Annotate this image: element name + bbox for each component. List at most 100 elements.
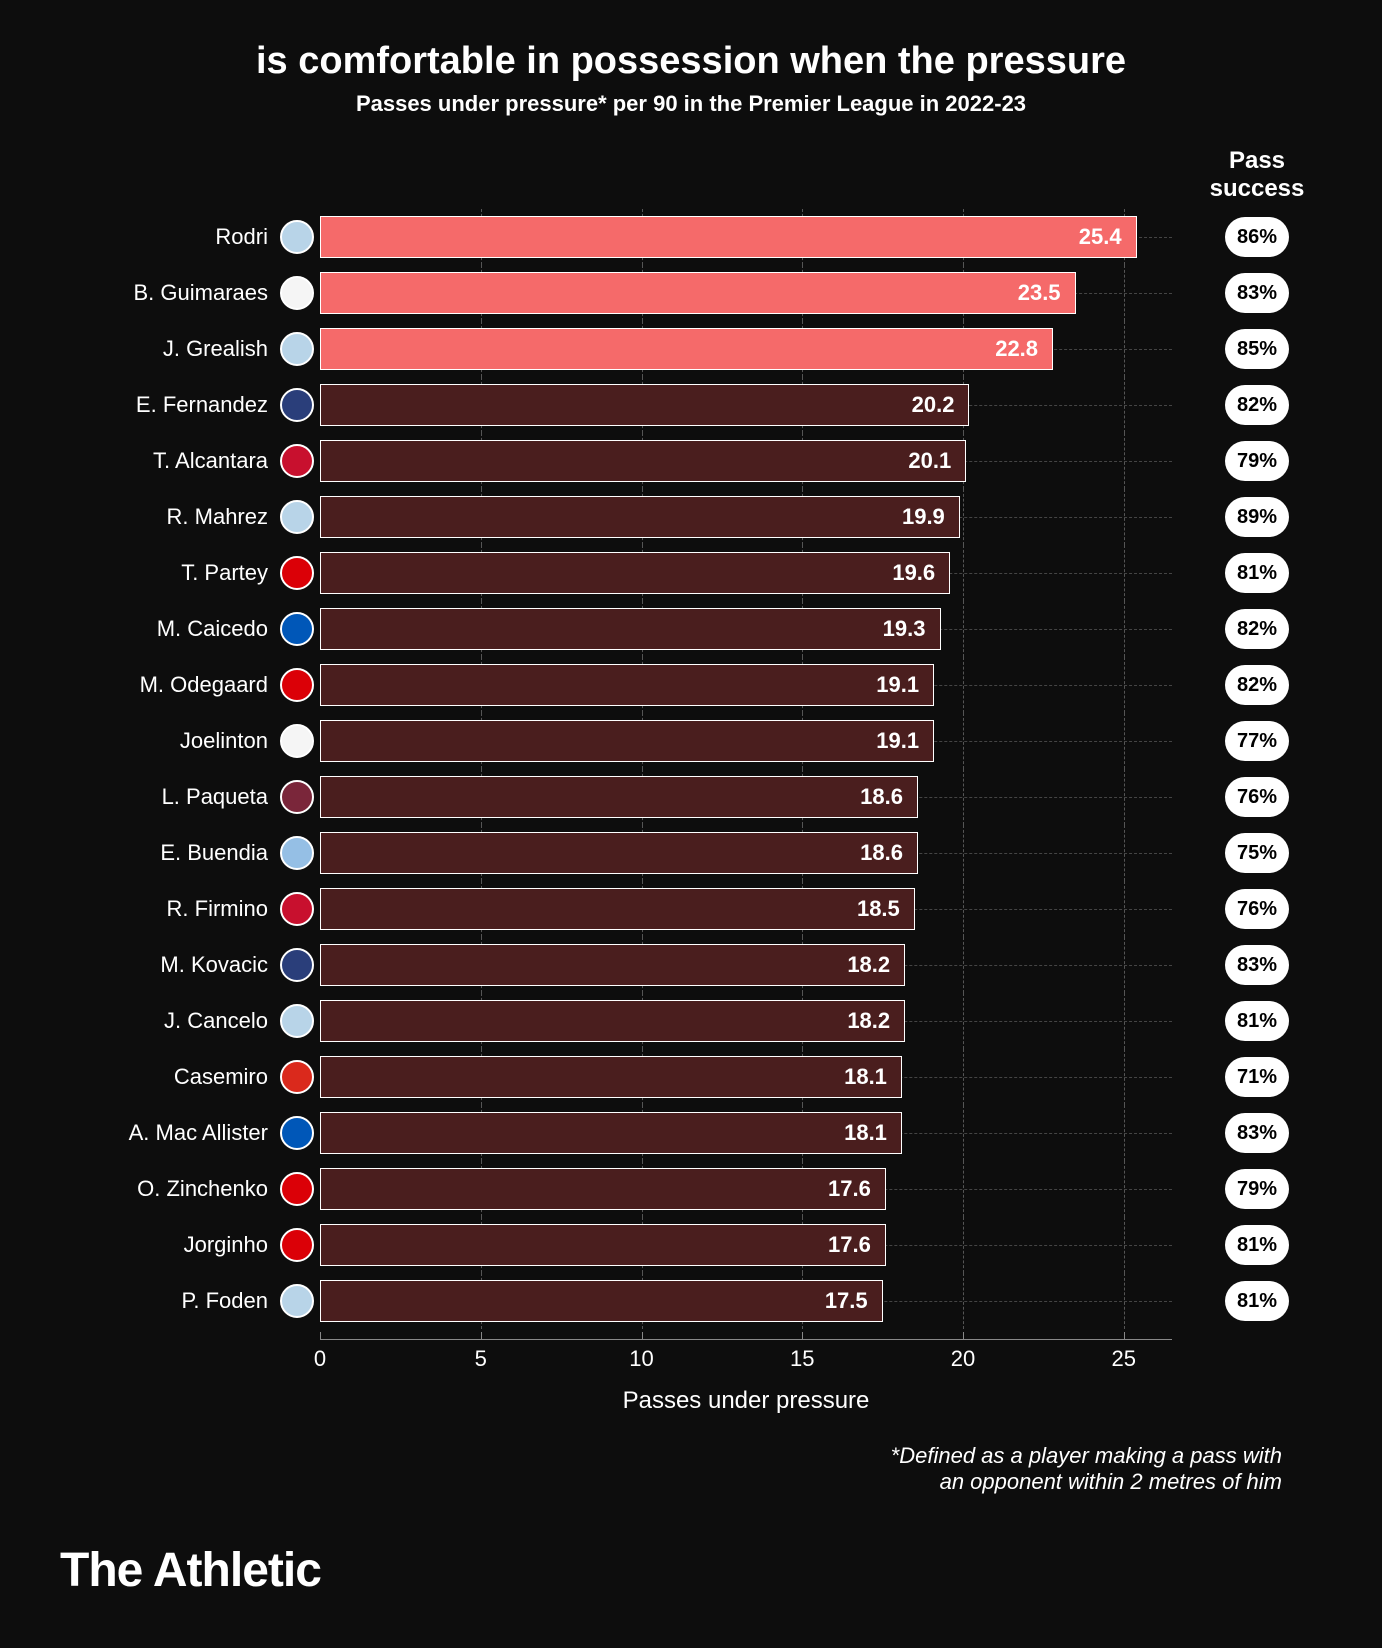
team-badge-icon [280, 1116, 314, 1150]
player-name: M. Caicedo [60, 616, 280, 642]
bar: 18.2 [320, 1000, 905, 1042]
bar-wrap: 17.6 [320, 1168, 1172, 1210]
bar-wrap: 20.2 [320, 384, 1172, 426]
bar: 17.6 [320, 1168, 886, 1210]
player-row: L. Paqueta18.676% [60, 769, 1322, 825]
pass-success-value: 86% [1225, 217, 1289, 257]
bar-wrap: 19.3 [320, 608, 1172, 650]
bar: 20.1 [320, 440, 966, 482]
player-name: Jorginho [60, 1232, 280, 1258]
player-row: R. Mahrez 19.9 89% [60, 489, 1322, 545]
team-badge-icon [280, 948, 314, 982]
player-row: R. Firmino 18.5 76% [60, 881, 1322, 937]
bar-wrap: 20.1 [320, 440, 1172, 482]
player-row: A. Mac Allister18.183% [60, 1105, 1322, 1161]
player-name: E. Fernandez [60, 392, 280, 418]
team-badge-icon [280, 1228, 314, 1262]
player-name: M. Kovacic [60, 952, 280, 978]
bar: 19.1 [320, 664, 934, 706]
bar-wrap: 18.1 [320, 1056, 1172, 1098]
player-name: R. Firmino [60, 896, 280, 922]
pass-success-value: 76% [1225, 777, 1289, 817]
chart-subtitle: Passes under pressure* per 90 in the Pre… [60, 91, 1322, 117]
team-badge-icon [280, 276, 314, 310]
bar: 25.4 [320, 216, 1137, 258]
x-tick: 25 [1112, 1346, 1136, 1372]
bar-wrap: 18.5 [320, 888, 1172, 930]
player-name: E. Buendia [60, 840, 280, 866]
bar: 19.3 [320, 608, 941, 650]
pass-success-value: 75% [1225, 833, 1289, 873]
bar-wrap: 18.2 [320, 944, 1172, 986]
pass-success-value: 83% [1225, 273, 1289, 313]
player-name: B. Guimaraes [60, 280, 280, 306]
bar-wrap: 19.9 [320, 496, 1172, 538]
bar: 17.6 [320, 1224, 886, 1266]
brand-logo: The Athletic [60, 1543, 1322, 1598]
pass-success-value: 81% [1225, 1001, 1289, 1041]
pass-success-value: 81% [1225, 1225, 1289, 1265]
team-badge-icon [280, 780, 314, 814]
team-badge-icon [280, 1060, 314, 1094]
team-badge-icon [280, 556, 314, 590]
bar: 18.1 [320, 1112, 902, 1154]
pass-success-value: 82% [1225, 609, 1289, 649]
bar-wrap: 18.2 [320, 1000, 1172, 1042]
footnote: *Defined as a player making a pass with … [60, 1443, 1322, 1495]
bar: 18.5 [320, 888, 915, 930]
bar-wrap: 18.6 [320, 832, 1172, 874]
bar: 20.2 [320, 384, 969, 426]
player-row: Jorginho 17.6 81% [60, 1217, 1322, 1273]
player-name: T. Partey [60, 560, 280, 586]
player-name: R. Mahrez [60, 504, 280, 530]
team-badge-icon [280, 1284, 314, 1318]
x-axis-label: Passes under pressure [320, 1387, 1172, 1415]
player-row: T. Partey19.681% [60, 545, 1322, 601]
bar: 22.8 [320, 328, 1053, 370]
team-badge-icon [280, 668, 314, 702]
bar-wrap: 17.6 [320, 1224, 1172, 1266]
team-badge-icon [280, 836, 314, 870]
bar: 18.1 [320, 1056, 902, 1098]
pass-success-value: 85% [1225, 329, 1289, 369]
player-row: E. Buendia 18.6 75% [60, 825, 1322, 881]
player-row: E. Fernandez20.282% [60, 377, 1322, 433]
bar-wrap: 19.1 [320, 720, 1172, 762]
x-axis: 0510152025 [60, 1339, 1322, 1369]
player-name: A. Mac Allister [60, 1120, 280, 1146]
team-badge-icon [280, 612, 314, 646]
team-badge-icon [280, 892, 314, 926]
bar: 17.5 [320, 1280, 883, 1322]
pass-success-value: 89% [1225, 497, 1289, 537]
pass-success-value: 76% [1225, 889, 1289, 929]
bar-wrap: 19.1 [320, 664, 1172, 706]
player-row: P. Foden17.581% [60, 1273, 1322, 1329]
chart-rows: Rodri25.486%B. Guimaraes23.583%J. Greali… [60, 209, 1322, 1329]
team-badge-icon [280, 724, 314, 758]
player-row: M. Odegaard19.182% [60, 657, 1322, 713]
player-name: M. Odegaard [60, 672, 280, 698]
x-tick: 10 [629, 1346, 653, 1372]
header-row: Pass success [60, 147, 1322, 203]
chart-title: is comfortable in possession when the pr… [60, 40, 1322, 83]
pass-success-value: 79% [1225, 441, 1289, 481]
player-row: Rodri25.486% [60, 209, 1322, 265]
pass-success-value: 77% [1225, 721, 1289, 761]
bar-wrap: 19.6 [320, 552, 1172, 594]
player-row: J. Cancelo18.281% [60, 993, 1322, 1049]
bar-wrap: 18.6 [320, 776, 1172, 818]
team-badge-icon [280, 220, 314, 254]
pass-success-header: Pass success [1192, 147, 1322, 203]
team-badge-icon [280, 500, 314, 534]
bar: 19.1 [320, 720, 934, 762]
bar: 18.6 [320, 832, 918, 874]
bar: 18.2 [320, 944, 905, 986]
bar: 19.9 [320, 496, 960, 538]
pass-success-value: 79% [1225, 1169, 1289, 1209]
bar: 23.5 [320, 272, 1076, 314]
x-tick: 20 [951, 1346, 975, 1372]
team-badge-icon [280, 1004, 314, 1038]
team-badge-icon [280, 332, 314, 366]
team-badge-icon [280, 388, 314, 422]
player-name: P. Foden [60, 1288, 280, 1314]
